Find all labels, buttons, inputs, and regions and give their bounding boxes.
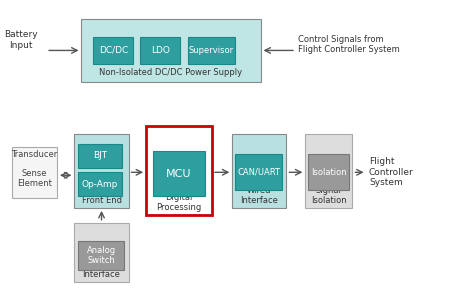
Bar: [232, 134, 286, 208]
Text: Supervisor: Supervisor: [189, 46, 234, 55]
Text: Battery
Input: Battery Input: [4, 30, 37, 50]
Text: Control Signals from
Flight Controller System: Control Signals from Flight Controller S…: [298, 35, 400, 54]
Text: MCU: MCU: [166, 169, 192, 179]
Bar: [82, 19, 261, 82]
Text: Signal
Isolation: Signal Isolation: [311, 186, 346, 205]
Bar: [146, 126, 212, 215]
Text: LDO: LDO: [151, 46, 170, 55]
Bar: [74, 134, 128, 208]
Text: Isolation: Isolation: [311, 168, 346, 177]
Bar: [93, 37, 133, 64]
Bar: [308, 154, 349, 190]
Text: Transducer: Transducer: [11, 150, 57, 159]
Bar: [235, 154, 282, 190]
Text: Wired
Interface: Wired Interface: [240, 186, 278, 205]
Bar: [140, 37, 181, 64]
Bar: [12, 147, 56, 198]
Bar: [74, 223, 128, 282]
Bar: [305, 134, 353, 208]
Bar: [78, 172, 122, 196]
Text: BJT: BJT: [93, 152, 107, 160]
Text: DC/DC: DC/DC: [99, 46, 128, 55]
Text: Non-Isolated DC/DC Power Supply: Non-Isolated DC/DC Power Supply: [100, 68, 243, 77]
Text: Op-Amp: Op-Amp: [82, 180, 118, 189]
Bar: [153, 152, 205, 196]
Text: Analog
Switch: Analog Switch: [86, 246, 116, 265]
Text: Digital
Processing: Digital Processing: [156, 193, 201, 212]
Text: Sense
Element: Sense Element: [17, 169, 52, 188]
Text: Digital IO
Interface: Digital IO Interface: [82, 260, 121, 279]
Bar: [78, 241, 124, 270]
Text: Flight
Controller
System: Flight Controller System: [369, 158, 414, 187]
Bar: [78, 144, 122, 168]
Bar: [188, 37, 235, 64]
Text: CAN/UART: CAN/UART: [237, 168, 280, 177]
Text: Analog
Front End: Analog Front End: [82, 186, 121, 205]
